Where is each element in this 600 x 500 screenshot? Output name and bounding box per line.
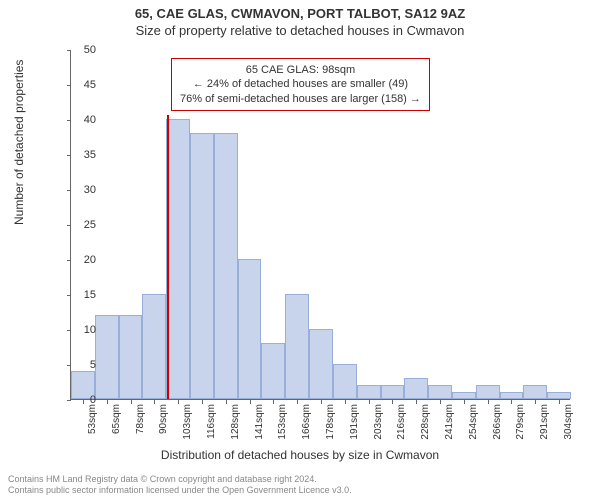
xtick-mark (488, 400, 489, 404)
xtick-label: 128sqm (230, 404, 241, 440)
xtick-label: 304sqm (563, 404, 574, 440)
xtick-mark (131, 400, 132, 404)
histogram-bar (428, 385, 452, 399)
ytick-label: 25 (66, 219, 96, 231)
annotation-line: ← 24% of detached houses are smaller (49… (180, 77, 421, 91)
footer-line-2: Contains public sector information licen… (8, 485, 352, 496)
xtick-mark (107, 400, 108, 404)
xtick-mark (250, 400, 251, 404)
xtick-label: 279sqm (515, 404, 526, 440)
x-axis-label: Distribution of detached houses by size … (0, 448, 600, 462)
xtick-mark (535, 400, 536, 404)
xtick-mark (202, 400, 203, 404)
xtick-label: 65sqm (111, 404, 122, 434)
xtick-label: 90sqm (158, 404, 169, 434)
xtick-mark (178, 400, 179, 404)
xtick-mark (440, 400, 441, 404)
xtick-mark (392, 400, 393, 404)
histogram-bar (476, 385, 500, 399)
annotation-box: 65 CAE GLAS: 98sqm← 24% of detached hous… (171, 58, 430, 111)
histogram-bar (261, 343, 285, 399)
xtick-mark (464, 400, 465, 404)
xtick-mark (416, 400, 417, 404)
xtick-label: 191sqm (349, 404, 360, 440)
xtick-label: 203sqm (373, 404, 384, 440)
xtick-label: 53sqm (87, 404, 98, 434)
xtick-label: 266sqm (492, 404, 503, 440)
ytick-label: 0 (66, 394, 96, 406)
xtick-mark (154, 400, 155, 404)
title-main: 65, CAE GLAS, CWMAVON, PORT TALBOT, SA12… (0, 0, 600, 21)
xtick-label: 166sqm (301, 404, 312, 440)
xtick-label: 178sqm (325, 404, 336, 440)
xtick-label: 254sqm (468, 404, 479, 440)
histogram-bar (214, 133, 238, 399)
footer-line-1: Contains HM Land Registry data © Crown c… (8, 474, 352, 485)
xtick-mark (226, 400, 227, 404)
xtick-label: 141sqm (254, 404, 265, 440)
y-axis-label: Number of detached properties (12, 60, 26, 225)
ytick-label: 20 (66, 254, 96, 266)
xtick-label: 153sqm (277, 404, 288, 440)
ytick-label: 15 (66, 289, 96, 301)
chart-area: 53sqm65sqm78sqm90sqm103sqm116sqm128sqm14… (70, 50, 570, 400)
ytick-label: 35 (66, 149, 96, 161)
histogram-bar (285, 294, 309, 399)
xtick-mark (273, 400, 274, 404)
histogram-bar (500, 392, 524, 399)
ytick-label: 40 (66, 114, 96, 126)
xtick-mark (321, 400, 322, 404)
xtick-label: 78sqm (135, 404, 146, 434)
xtick-mark (559, 400, 560, 404)
chart-container: 65, CAE GLAS, CWMAVON, PORT TALBOT, SA12… (0, 0, 600, 500)
histogram-bar (166, 119, 190, 399)
histogram-bar (309, 329, 333, 399)
footer-attribution: Contains HM Land Registry data © Crown c… (8, 474, 352, 496)
histogram-bar (381, 385, 405, 399)
histogram-bar (547, 392, 571, 399)
annotation-line: 65 CAE GLAS: 98sqm (180, 63, 421, 77)
histogram-bar (523, 385, 547, 399)
histogram-bar (142, 294, 166, 399)
histogram-bar (95, 315, 119, 399)
histogram-bar (357, 385, 381, 399)
xtick-label: 228sqm (420, 404, 431, 440)
histogram-bar (190, 133, 214, 399)
ytick-label: 30 (66, 184, 96, 196)
xtick-mark (297, 400, 298, 404)
title-sub: Size of property relative to detached ho… (0, 21, 600, 38)
histogram-bar (333, 364, 357, 399)
annotation-line: 76% of semi-detached houses are larger (… (180, 92, 421, 106)
xtick-label: 216sqm (396, 404, 407, 440)
property-marker-line (167, 115, 169, 399)
histogram-bar (452, 392, 476, 399)
histogram-bar (404, 378, 428, 399)
xtick-label: 103sqm (182, 404, 193, 440)
histogram-bar (119, 315, 143, 399)
xtick-mark (511, 400, 512, 404)
ytick-label: 45 (66, 79, 96, 91)
xtick-label: 116sqm (206, 404, 217, 439)
xtick-mark (369, 400, 370, 404)
plot-region: 53sqm65sqm78sqm90sqm103sqm116sqm128sqm14… (70, 50, 570, 400)
ytick-label: 10 (66, 324, 96, 336)
ytick-label: 50 (66, 44, 96, 56)
xtick-label: 241sqm (444, 404, 455, 440)
xtick-mark (345, 400, 346, 404)
xtick-label: 291sqm (539, 404, 550, 440)
ytick-label: 5 (66, 359, 96, 371)
histogram-bar (238, 259, 262, 399)
